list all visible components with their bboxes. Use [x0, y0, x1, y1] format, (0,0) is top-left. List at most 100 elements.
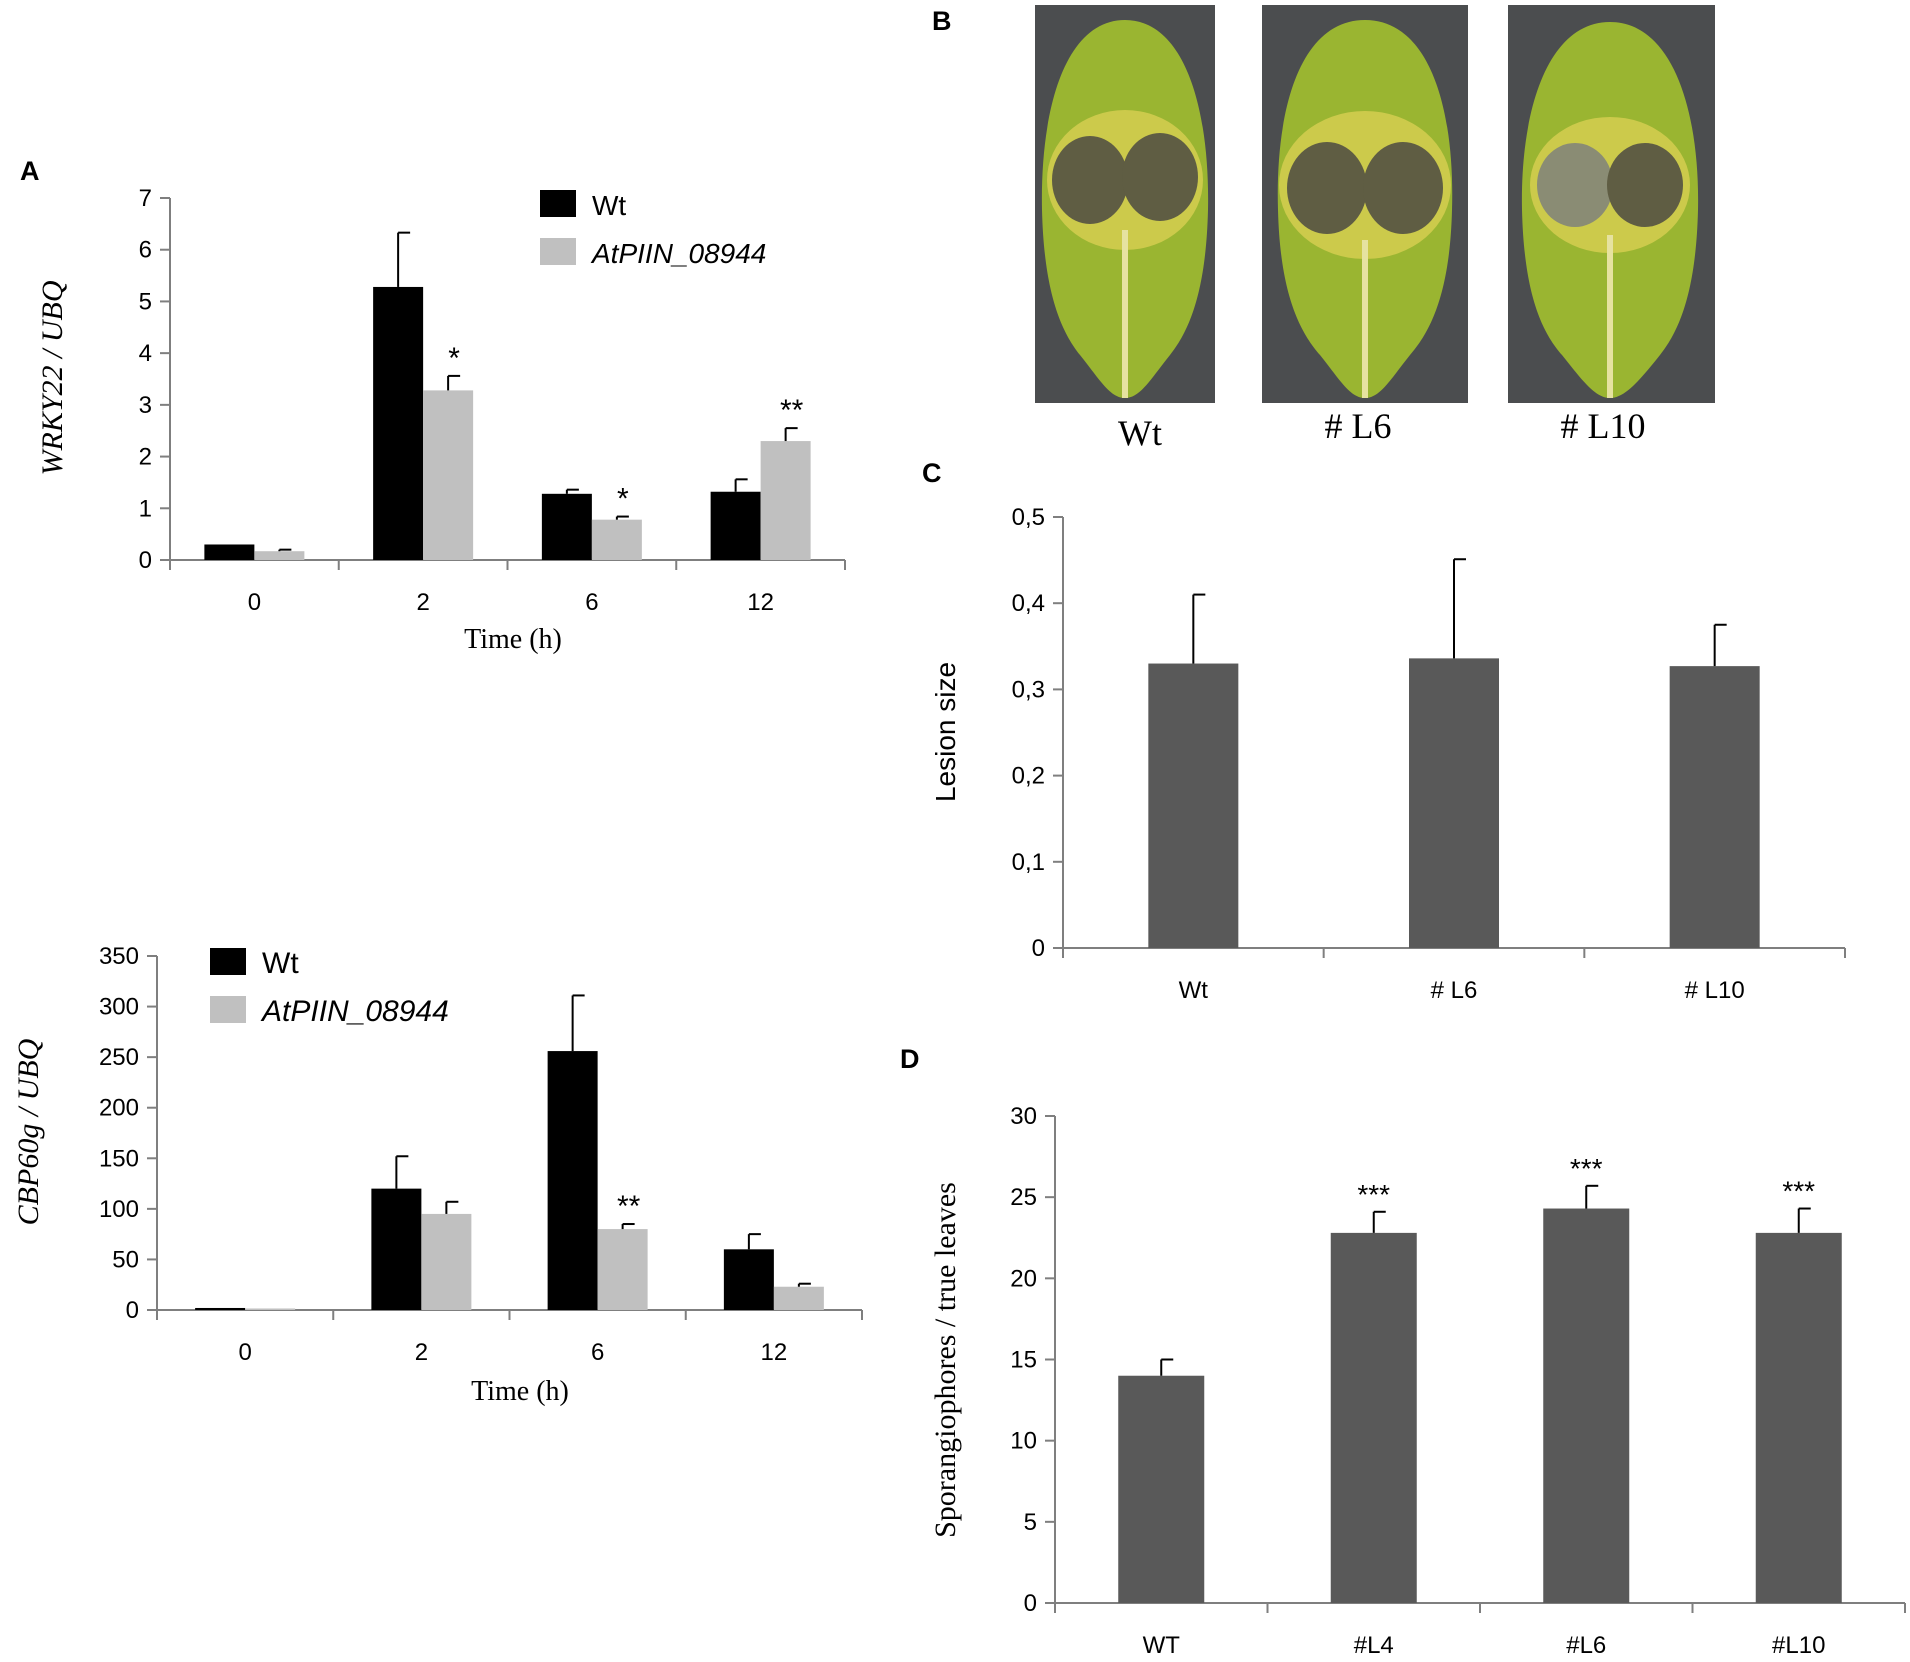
y-tick-label: 0	[126, 1297, 139, 1324]
bar	[1409, 658, 1499, 948]
significance-annotation: ***	[1357, 1179, 1390, 1210]
bar	[723, 1249, 774, 1310]
panel-label-b: B	[932, 6, 952, 36]
legend-swatch	[540, 238, 576, 265]
significance-annotation: *	[617, 483, 629, 516]
significance-annotation: ***	[1782, 1176, 1815, 1207]
y-tick-label: 0	[1032, 935, 1045, 962]
bar	[597, 1229, 648, 1310]
x-tick-label: Wt	[1179, 977, 1209, 1004]
lesion-left	[1052, 136, 1128, 224]
y-tick-label: 0,5	[1012, 504, 1045, 531]
chart-cbp60g: 0 50 100 150 200 250 300 350 0 2 6 12 ** CBP60g / UBQ…	[12, 943, 863, 1407]
x-tick-label: WT	[1143, 1632, 1181, 1659]
bar	[204, 544, 255, 560]
x-tick-label: 2	[416, 589, 429, 616]
y-tick-label: 0	[1024, 1590, 1037, 1617]
photo-label-wt: Wt	[1118, 413, 1162, 453]
leaf-photo-l10	[1508, 5, 1715, 403]
bar	[245, 1308, 296, 1310]
y-axis-label: WRKY22 / UBQ	[36, 280, 69, 475]
y-tick-label: 5	[139, 288, 152, 315]
x-tick-label: # L6	[1431, 977, 1478, 1004]
y-tick-label: 0,1	[1012, 849, 1045, 876]
x-axis-label: Time (h)	[471, 1376, 569, 1407]
panel-label-a: A	[20, 156, 40, 186]
y-tick-label: 2	[139, 444, 152, 471]
panel-b-photos: Wt # L6 # L10	[1035, 5, 1715, 453]
y-tick-label: 200	[99, 1095, 139, 1122]
significance-annotation: **	[780, 394, 804, 427]
x-axis-label: Time (h)	[464, 624, 562, 655]
panel-label-d: D	[900, 1044, 920, 1074]
y-tick-label: 150	[99, 1145, 139, 1172]
bar	[1118, 1375, 1205, 1603]
bar	[1148, 663, 1239, 948]
bar	[1543, 1208, 1630, 1603]
bar	[547, 1051, 598, 1310]
significance-annotation: **	[617, 1190, 641, 1223]
x-tick-label: #L10	[1772, 1632, 1825, 1659]
bar	[373, 286, 424, 560]
y-tick-label: 15	[1010, 1347, 1037, 1374]
x-tick-label: 12	[761, 1339, 788, 1366]
x-tick-label: 0	[238, 1339, 251, 1366]
y-tick-label: 5	[1024, 1509, 1037, 1536]
y-tick-label: 30	[1010, 1103, 1037, 1130]
x-tick-label: 6	[585, 589, 598, 616]
bar	[423, 390, 474, 560]
bar	[760, 441, 811, 560]
y-axis-label: Sporangiophores / true leaves	[929, 1182, 962, 1538]
leaf-photo-wt	[1035, 5, 1215, 403]
y-tick-label: 4	[139, 340, 152, 367]
photo-label-l10: # L10	[1561, 406, 1646, 446]
lesion-right	[1363, 142, 1443, 234]
photo-label-l6: # L6	[1325, 406, 1392, 446]
y-axis-label: CBP60g / UBQ	[12, 1038, 45, 1225]
leaf-photo-l6	[1262, 5, 1468, 403]
y-tick-label: 0	[139, 547, 152, 574]
x-tick-label: 2	[415, 1339, 428, 1366]
y-tick-label: 100	[99, 1196, 139, 1223]
legend-label: AtPIIN_08944	[260, 995, 449, 1028]
bar	[1330, 1232, 1417, 1603]
bar	[773, 1286, 824, 1310]
significance-annotation: ***	[1570, 1153, 1603, 1184]
x-tick-label: #L6	[1566, 1632, 1606, 1659]
y-tick-label: 350	[99, 943, 139, 970]
bar	[1755, 1232, 1842, 1603]
y-tick-label: 10	[1010, 1428, 1037, 1455]
lesion-left	[1537, 143, 1613, 227]
y-tick-label: 0,4	[1012, 590, 1045, 617]
bar	[254, 551, 305, 560]
y-axis-label: Lesion size	[930, 662, 961, 802]
x-tick-label: 12	[747, 589, 774, 616]
legend-swatch	[210, 996, 246, 1023]
y-tick-label: 250	[99, 1044, 139, 1071]
bar	[371, 1188, 422, 1310]
x-tick-label: # L10	[1685, 977, 1745, 1004]
y-tick-label: 1	[139, 495, 152, 522]
x-tick-label: 0	[248, 589, 261, 616]
legend-swatch	[540, 190, 576, 217]
y-tick-label: 0,2	[1012, 763, 1045, 790]
y-tick-label: 6	[139, 237, 152, 264]
x-tick-label: 6	[591, 1339, 604, 1366]
bar	[591, 519, 642, 560]
bar	[421, 1213, 472, 1310]
bar	[710, 491, 761, 560]
y-tick-label: 50	[112, 1246, 139, 1273]
y-tick-label: 3	[139, 392, 152, 419]
y-tick-label: 20	[1010, 1265, 1037, 1292]
y-tick-label: 0,3	[1012, 676, 1045, 703]
lesion-left	[1287, 142, 1367, 234]
significance-annotation: *	[448, 342, 460, 375]
legend-swatch	[210, 948, 246, 975]
panel-label-c: C	[922, 458, 942, 488]
chart-sporangiophores: 0 5 10 15 20 25 30 WT #L4 #L6 #L10 *** *** *** Sporang…	[929, 1103, 1906, 1659]
legend-label: Wt	[592, 190, 626, 221]
legend-label: AtPIIN_08944	[590, 238, 766, 269]
